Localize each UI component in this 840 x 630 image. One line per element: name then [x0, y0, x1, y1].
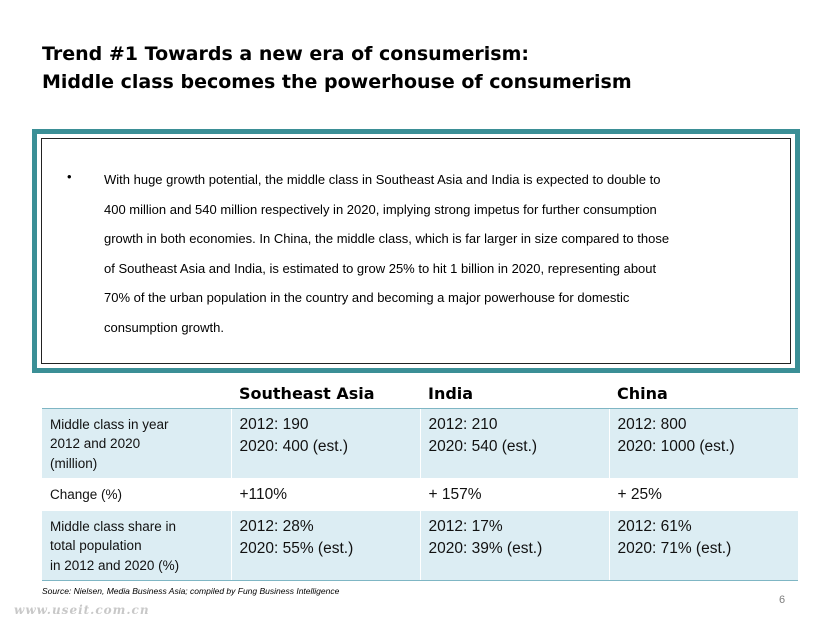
cell-india-size: 2012: 210 2020: 540 (est.): [419, 408, 609, 479]
header-china: China: [609, 375, 798, 409]
title-line-2: Middle class becomes the powerhouse of c…: [42, 71, 632, 93]
summary-text: With huge growth potential, the middle c…: [104, 172, 670, 335]
table-header-row: Southeast Asia India China: [42, 375, 798, 409]
table-row: Middle class share in total population i…: [42, 510, 798, 581]
cell-southeast-asia-size: 2012: 190 2020: 400 (est.): [230, 408, 420, 479]
page-number: 6: [779, 594, 786, 606]
summary-callout: • With huge growth potential, the middle…: [32, 129, 800, 373]
row-label-change: Change (%): [42, 478, 231, 511]
middle-class-table: Southeast Asia India China Middle class …: [42, 375, 798, 581]
cell-china-share: 2012: 61% 2020: 71% (est.): [608, 510, 798, 581]
watermark: www.useit.com.cn: [14, 603, 150, 617]
cell-southeast-asia-share: 2012: 28% 2020: 55% (est.): [230, 510, 420, 581]
cell-india-change: + 157%: [419, 478, 609, 511]
row-label-middle-class-size: Middle class in year 2012 and 2020 (mill…: [42, 408, 231, 479]
summary-callout-inner: • With huge growth potential, the middle…: [41, 138, 791, 364]
cell-india-share: 2012: 17% 2020: 39% (est.): [419, 510, 609, 581]
source-note: Source: Nielsen, Media Business Asia; co…: [42, 586, 340, 596]
bullet-marker: •: [67, 169, 72, 184]
cell-china-change: + 25%: [608, 478, 798, 511]
table-row: Change (%) +110% + 157% + 25%: [42, 478, 798, 511]
cell-china-size: 2012: 800 2020: 1000 (est.): [608, 408, 798, 479]
page-title: Trend #1 Towards a new era of consumeris…: [42, 40, 802, 96]
header-blank: [42, 375, 231, 409]
header-india: India: [420, 375, 609, 409]
table-row: Middle class in year 2012 and 2020 (mill…: [42, 408, 798, 479]
title-line-1: Trend #1 Towards a new era of consumeris…: [42, 43, 529, 65]
cell-southeast-asia-change: +110%: [230, 478, 420, 511]
header-southeast-asia: Southeast Asia: [231, 375, 420, 409]
row-label-population-share: Middle class share in total population i…: [42, 510, 231, 581]
